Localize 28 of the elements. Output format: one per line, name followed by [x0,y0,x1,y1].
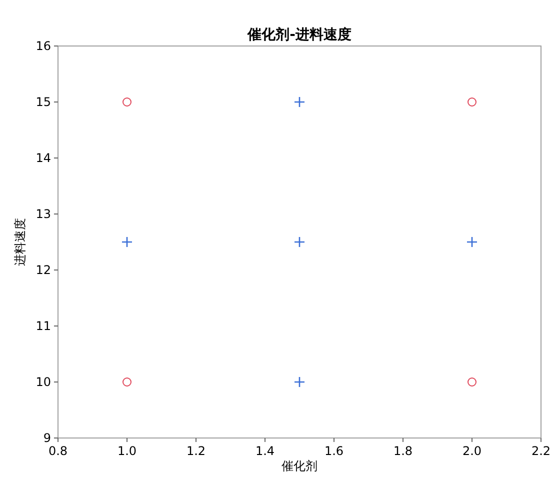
point [121,236,133,248]
y-axis-title: 进料速度 [13,218,27,266]
point [468,98,476,106]
y-tick-label: 9 [43,431,51,445]
x-tick-label: 1.0 [117,444,137,458]
y-tick-label: 13 [36,207,51,221]
y-tick-label: 14 [36,151,51,165]
point [122,378,132,386]
y-tick-label: 16 [36,39,51,53]
y-tick-label: 10 [36,375,51,389]
x-tick-label: 2.2 [531,444,550,458]
x-tick-label: 1.8 [393,444,413,458]
x-tick-label: 1.2 [186,444,206,458]
y-tick-label: 11 [36,319,51,333]
x-tick-label: 0.8 [48,444,68,458]
point [294,236,306,248]
point [294,376,306,388]
y-tick-label: 12 [36,263,51,277]
point [122,98,132,106]
x-axis-title: 催化剂 [282,459,318,473]
x-tick-label: 1.6 [324,444,344,458]
x-tick-label: 2.0 [462,444,482,458]
y-tick-label: 15 [36,95,51,109]
chart-title: 催化剂-进料速度 [246,26,352,43]
point [466,236,478,248]
point [468,378,476,386]
point [294,96,306,108]
x-tick-label: 1.4 [255,444,275,458]
